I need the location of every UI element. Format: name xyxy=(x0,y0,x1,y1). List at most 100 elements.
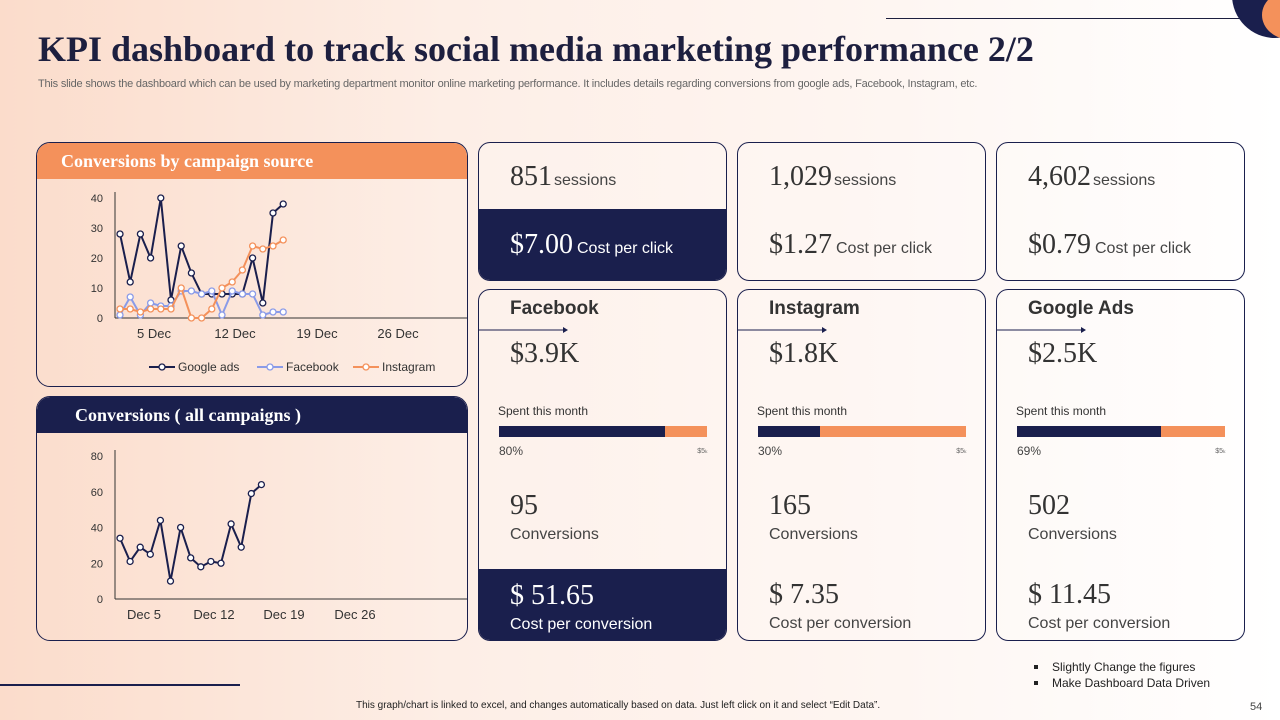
x-tick-label: Dec 19 xyxy=(263,607,304,622)
x-tick-label: Dec 5 xyxy=(127,607,161,622)
channel-card: Google Ads $2.5K Spent this month 69% $5… xyxy=(996,289,1245,641)
data-point xyxy=(228,278,236,286)
data-point xyxy=(176,523,185,532)
conversions-label: Conversions xyxy=(1028,526,1117,543)
campaign-source-panel: Conversions by campaign source 40 30 20 10 0… xyxy=(36,142,468,387)
highlight-block xyxy=(479,209,726,280)
y-tick-label: 0 xyxy=(97,594,103,606)
channel-name: Instagram xyxy=(769,298,860,319)
data-point xyxy=(238,266,247,274)
data-point xyxy=(126,305,134,313)
data-point xyxy=(208,305,216,313)
conversions-label: Conversions xyxy=(769,526,858,543)
data-point xyxy=(237,543,245,551)
data-point xyxy=(279,308,287,316)
legend-marker xyxy=(158,363,166,371)
sessions-unit: sessions xyxy=(554,172,617,189)
cost-per-conversion-value: $ 7.35 xyxy=(769,579,839,610)
spend-progress-bar xyxy=(499,426,707,437)
data-point xyxy=(227,520,235,528)
y-tick-label: 10 xyxy=(91,283,103,295)
data-point xyxy=(166,577,175,585)
cpc-row: $0.79 Cost per click xyxy=(1028,229,1191,261)
data-point xyxy=(126,293,134,301)
data-point xyxy=(187,554,195,562)
legend-label: Facebook xyxy=(286,360,340,374)
y-tick-label: 80 xyxy=(91,451,103,463)
data-point xyxy=(208,287,216,295)
spend-progress-fill xyxy=(1017,426,1161,437)
cost-per-conversion-label: Cost per conversion xyxy=(769,615,912,632)
legend-marker xyxy=(266,363,274,371)
cpc-row: $1.27 Cost per click xyxy=(769,229,932,261)
x-tick-label: Dec 26 xyxy=(334,607,375,622)
conversions-value: 165 xyxy=(769,490,811,521)
cost-per-conversion-value: $ 11.45 xyxy=(1028,579,1111,610)
conversions-value: 95 xyxy=(510,490,538,521)
data-point xyxy=(177,284,185,292)
data-point xyxy=(116,311,124,319)
spend-target-marker: $5ₖ xyxy=(956,448,967,455)
channel-name: Facebook xyxy=(510,298,599,319)
all-campaigns-panel: Conversions ( all campaigns ) 80 60 40 20 0 D… xyxy=(36,396,468,641)
note-text: Slightly Change the figures xyxy=(1052,660,1196,674)
spent-label: Spent this month xyxy=(1016,404,1107,418)
bullet-icon xyxy=(1034,681,1038,685)
page-subtitle: This slide shows the dashboard which can… xyxy=(38,78,978,90)
footer-rule xyxy=(0,684,240,686)
all-campaigns-title: Conversions ( all campaigns ) xyxy=(37,397,467,433)
cpc-label: Cost per click xyxy=(836,240,933,257)
campaign-source-chart: 40 30 20 10 0 5 Dec 12 Dec 19 Dec 26 Dec Google … xyxy=(91,192,467,374)
note-item: Slightly Change the figures xyxy=(1034,659,1210,675)
data-point xyxy=(146,299,155,307)
conversions-value: 502 xyxy=(1028,490,1070,521)
data-point xyxy=(259,311,267,319)
spend-percent: 80% xyxy=(499,444,524,458)
data-point xyxy=(146,550,154,558)
data-point xyxy=(187,287,196,295)
note-item: Make Dashboard Data Driven xyxy=(1034,675,1210,691)
data-point xyxy=(146,305,155,313)
cpc-label: Cost per click xyxy=(1095,240,1192,257)
legend-label: Google ads xyxy=(178,360,239,374)
spend-percent: 30% xyxy=(758,444,783,458)
data-point xyxy=(116,305,124,313)
legend-marker xyxy=(362,363,370,371)
y-tick-label: 20 xyxy=(91,558,103,570)
data-point xyxy=(247,489,255,498)
cpc-value: $0.79 xyxy=(1028,229,1091,260)
slide-notes: Slightly Change the figures Make Dashboa… xyxy=(1034,659,1210,691)
sessions-value: 4,602 xyxy=(1028,161,1091,192)
conversions-label: Conversions xyxy=(510,526,599,543)
spend-target-marker: $5ₖ xyxy=(697,448,708,455)
campaign-source-title: Conversions by campaign source xyxy=(37,143,467,179)
kpi-card: 1,029 sessions $1.27 Cost per click xyxy=(737,142,986,281)
data-point xyxy=(136,543,144,551)
sessions-row: 851 sessions xyxy=(510,161,616,193)
page-number: 54 xyxy=(1250,701,1263,713)
data-point xyxy=(279,200,287,208)
note-text: Make Dashboard Data Driven xyxy=(1052,676,1211,690)
channel-name: Google Ads xyxy=(1028,298,1134,319)
data-point xyxy=(136,230,145,238)
data-point xyxy=(167,305,175,313)
data-point xyxy=(259,299,267,307)
data-point xyxy=(126,557,134,566)
spent-value: $2.5K xyxy=(1028,338,1098,369)
data-point xyxy=(197,563,205,571)
data-point xyxy=(238,290,247,298)
cpc-label: Cost per click xyxy=(577,240,674,257)
data-point xyxy=(207,557,215,566)
sessions-unit: sessions xyxy=(834,172,897,189)
data-point xyxy=(116,230,124,238)
spend-target-marker: $5ₖ xyxy=(1215,448,1226,455)
channel-card: Facebook $3.9K Spent this month 80% $5ₖ … xyxy=(478,289,727,641)
data-point xyxy=(157,305,165,313)
x-tick-label: Dec 12 xyxy=(193,607,234,622)
cost-per-conversion-label: Cost per conversion xyxy=(1028,615,1171,632)
spent-label: Spent this month xyxy=(498,404,589,418)
data-point xyxy=(269,308,277,316)
data-point xyxy=(136,308,145,316)
footer-note: This graph/chart is linked to excel, and… xyxy=(356,700,881,711)
arrow-icon xyxy=(738,327,827,333)
